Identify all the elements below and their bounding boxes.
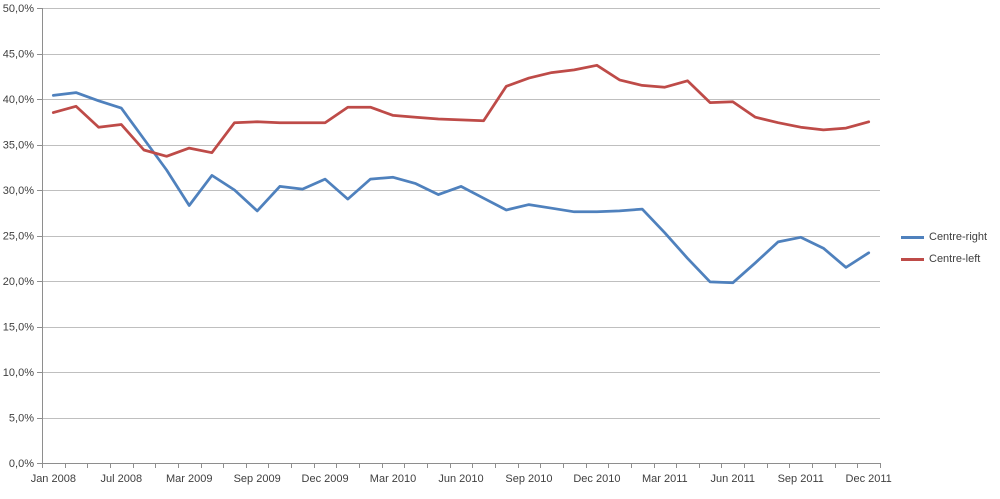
x-tick-label: Dec 2010 — [573, 473, 620, 485]
y-tick-label: 35,0% — [3, 140, 34, 152]
y-tick-label: 30,0% — [3, 185, 34, 197]
x-tick-label: Mar 2009 — [166, 473, 212, 485]
y-gridlines — [42, 8, 880, 419]
x-tick-label: Jul 2008 — [100, 473, 142, 485]
x-tick-label: Dec 2009 — [302, 473, 349, 485]
x-tick-label: Sep 2009 — [234, 473, 281, 485]
y-tick-label: 25,0% — [3, 231, 34, 243]
y-tick-label: 20,0% — [3, 276, 34, 288]
legend-item-centre-right: Centre-right — [901, 226, 987, 248]
axes — [37, 8, 881, 468]
x-tick-label: Mar 2011 — [642, 473, 688, 485]
x-tick-label: Dec 2011 — [846, 473, 892, 485]
y-tick-label: 5,0% — [9, 413, 34, 425]
series-line-centre-left — [51, 63, 871, 158]
legend-label-centre-left: Centre-left — [929, 253, 981, 265]
x-tick-label: Jan 2008 — [31, 473, 76, 485]
x-tick-label: Jun 2010 — [438, 473, 483, 485]
legend-item-centre-left: Centre-left — [901, 248, 987, 270]
x-tick-label: Sep 2010 — [505, 473, 552, 485]
y-tick-label: 15,0% — [3, 322, 34, 334]
series-line-centre-right — [51, 91, 871, 285]
x-axis-labels: Jan 2008 Jul 2008 Mar 2009 Sep 2009 Dec 2009… — [31, 473, 892, 485]
x-tick-label: Sep 2011 — [778, 473, 824, 485]
y-tick-label: 10,0% — [3, 367, 34, 379]
x-tick-label: Jun 2011 — [711, 473, 755, 485]
legend-swatch-centre-right — [901, 235, 924, 239]
y-axis-labels: 0,0% 5,0% 10,0% 15,0% 20,0% 25,0% 30,0% 35,0% 40… — [3, 3, 34, 470]
x-tick-label: Mar 2010 — [370, 473, 416, 485]
y-tick-label: 0,0% — [9, 458, 34, 470]
legend-swatch-centre-left — [901, 257, 924, 261]
y-tick-label: 45,0% — [3, 49, 34, 61]
chart-legend: Centre-right Centre-left — [901, 226, 987, 270]
y-tick-label: 50,0% — [3, 3, 34, 15]
legend-label-centre-right: Centre-right — [929, 231, 988, 243]
y-tick-label: 40,0% — [3, 94, 34, 106]
